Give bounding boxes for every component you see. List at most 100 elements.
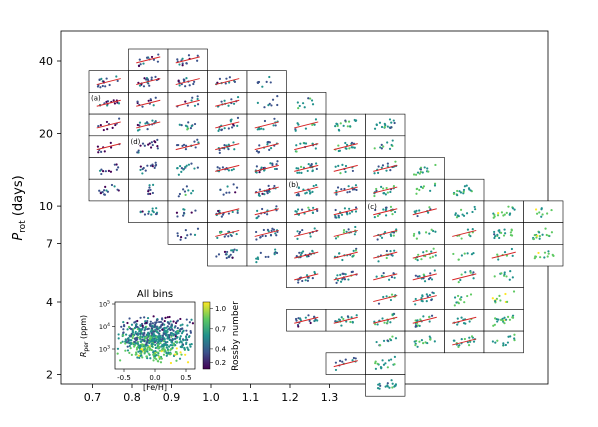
bin-point [426, 211, 430, 214]
inset-point [143, 331, 146, 334]
inset-point [138, 356, 141, 360]
bin-point [295, 150, 298, 153]
bin-point [115, 75, 118, 78]
bin-point [385, 295, 388, 298]
bin-point [147, 99, 150, 102]
bin-point [433, 184, 437, 187]
bin-point [151, 191, 154, 195]
inset-point [161, 334, 164, 337]
bin-point [352, 356, 356, 360]
bin-fit-line [412, 295, 437, 303]
bin-point [179, 238, 182, 241]
bin-point [373, 194, 376, 198]
inset-point [139, 316, 142, 319]
bin-point [386, 366, 389, 369]
bin-fit-line [254, 208, 279, 216]
bin-point [147, 143, 150, 146]
bin-point [304, 279, 307, 282]
bin-panel-frame [88, 157, 129, 180]
bin-point [497, 211, 500, 215]
bin-point [311, 103, 315, 106]
bin-point [182, 188, 185, 191]
bin-point [456, 194, 459, 197]
bin-point [261, 192, 264, 195]
bin-point [499, 299, 502, 302]
inset-point [144, 328, 147, 331]
bin-point [262, 128, 265, 131]
bin-point [349, 320, 352, 324]
inset-point [174, 325, 177, 328]
inset-point [141, 324, 144, 327]
inset-point [160, 317, 164, 320]
bin-point [196, 166, 199, 169]
bin-point [304, 142, 308, 145]
bin-point [392, 231, 396, 234]
bin-point [463, 252, 466, 255]
bin-point [273, 117, 276, 120]
bin-point [459, 191, 463, 194]
bin-point [511, 207, 515, 210]
colorbar-tick-label: 0.7 [215, 325, 226, 333]
bin-point [425, 293, 428, 296]
bin-point [463, 185, 467, 188]
bin-fit-line [373, 208, 398, 216]
bin-point [354, 184, 358, 187]
bin-panel [483, 287, 524, 310]
bin-point [381, 359, 384, 362]
bin-panel [88, 70, 129, 93]
bin-point [218, 151, 221, 155]
inset-point [168, 334, 171, 337]
bin-point [145, 78, 148, 81]
bin-panel [286, 200, 327, 223]
bin-point [295, 144, 298, 147]
bin-point [149, 98, 152, 101]
inset-point [161, 337, 164, 340]
bin-point [470, 335, 474, 338]
bin-point [456, 323, 459, 326]
bin-panel [286, 244, 327, 267]
bin-point [156, 145, 159, 148]
bin-point [340, 213, 344, 216]
inset-point [128, 344, 131, 348]
bin-point [379, 146, 382, 149]
bin-point [217, 209, 220, 213]
bin-point [308, 192, 312, 195]
inset-point [151, 322, 154, 325]
bin-point [181, 57, 184, 60]
bin-point [493, 233, 496, 236]
inset-point [144, 326, 147, 329]
bin-point [184, 144, 188, 147]
bin-point [393, 355, 397, 359]
bin-point [423, 166, 426, 169]
bin-point [267, 230, 270, 233]
bin-point [429, 338, 432, 341]
bin-point [259, 251, 262, 254]
bin-point [149, 164, 152, 167]
inset-point [137, 350, 140, 353]
bin-point [154, 163, 158, 167]
bin-panel-frame [207, 178, 248, 202]
bin-point [389, 298, 393, 302]
bin-point [311, 250, 314, 253]
bin-point [419, 170, 422, 174]
bin-point [380, 366, 383, 369]
bin-point [259, 235, 262, 239]
inset-point [163, 323, 166, 326]
bin-point [270, 104, 273, 107]
inset-point [153, 341, 157, 344]
inset-y-label-main: R [79, 352, 88, 358]
bin-point [136, 100, 139, 103]
bin-panel-frame [365, 135, 406, 158]
bin-point [233, 248, 236, 251]
bin-point [255, 238, 258, 241]
bin-panel [286, 113, 327, 137]
bin-point [184, 236, 187, 240]
bin-point [261, 207, 264, 211]
inset-point [148, 348, 151, 352]
bin-point [466, 294, 469, 298]
bin-panel [246, 178, 287, 202]
y-axis-label-main: P [11, 233, 26, 241]
bin-point [311, 142, 314, 145]
bin-point [184, 85, 187, 88]
